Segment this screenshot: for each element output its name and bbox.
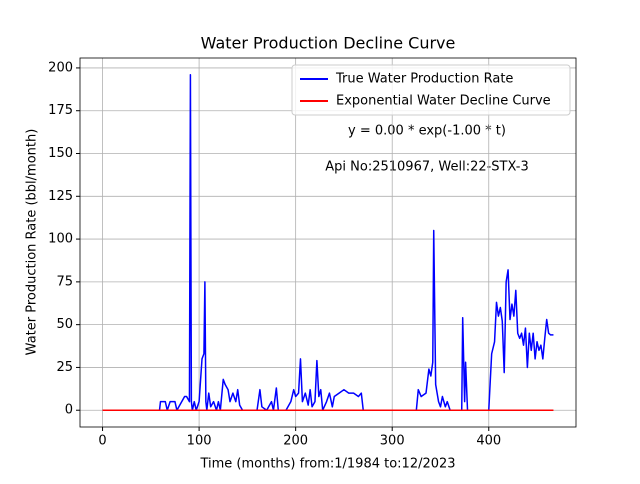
y-axis-label: Water Production Rate (bbl/month): [25, 129, 40, 356]
y-tick-label: 50: [56, 317, 73, 332]
y-tick-label: 175: [48, 103, 73, 118]
legend-box: [291, 64, 571, 116]
y-tick-label: 100: [48, 232, 73, 247]
x-tick-label: 200: [283, 434, 308, 449]
x-tick-label: 100: [187, 434, 212, 449]
x-axis-label: Time (months) from:1/1984 to:12/2023: [199, 457, 455, 472]
x-tick-label: 300: [380, 434, 405, 449]
plot-frame: [79, 57, 577, 428]
y-tick-label: 25: [56, 360, 73, 375]
chart-title: Water Production Decline Curve: [201, 34, 456, 53]
x-tick-label: 0: [98, 434, 106, 449]
y-tick-label: 0: [65, 403, 73, 418]
annotation: y = 0.00 * exp(-1.00 * t): [348, 124, 506, 139]
legend-label: True Water Production Rate: [335, 72, 513, 87]
y-tick-label: 125: [48, 189, 73, 204]
y-tick-label: 200: [48, 60, 73, 75]
legend-label: Exponential Water Decline Curve: [336, 94, 551, 109]
x-tick-label: 400: [476, 434, 501, 449]
y-tick-label: 150: [48, 146, 73, 161]
annotation: Api No:2510967, Well:22-STX-3: [325, 160, 528, 175]
data-line: [102, 74, 554, 411]
y-tick-label: 75: [56, 274, 73, 289]
